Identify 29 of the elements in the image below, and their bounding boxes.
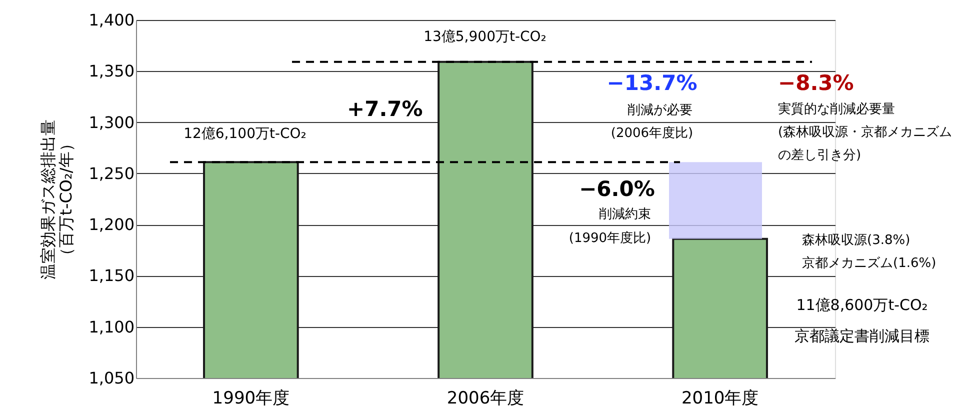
annotation: 実質的な削減必要量 (778, 101, 895, 117)
annotation: 11億8,600万t-CO₂ (796, 296, 928, 314)
annotation: 森林吸収源(3.8%) (802, 233, 910, 248)
annotation: −13.7% (606, 71, 698, 95)
annotation: (1990年度比) (568, 230, 652, 246)
y-tick-label: 1,400 (88, 10, 134, 30)
x-tick-label: 1990年度 (212, 388, 290, 408)
annotation: −8.3% (778, 71, 854, 95)
annotation: の差し引き分) (778, 148, 862, 163)
annotation: (森林吸収源・京都メカニズム (778, 125, 952, 140)
annotation: (2006年度比) (610, 125, 694, 141)
annotation: −6.0% (579, 177, 655, 201)
annotation: +7.7% (347, 97, 423, 121)
y-tick-label: 1,050 (88, 368, 134, 388)
y-axis-title: 温室効果ガス総排出量（百万t-CO₂/年） (38, 120, 76, 280)
annotation: 削減約束 (599, 207, 651, 222)
y-tick-label: 1,350 (88, 62, 134, 81)
x-tick-label: 2010年度 (681, 388, 759, 408)
y-tick-label: 1,300 (88, 112, 134, 132)
x-tick-label: 2006年度 (446, 388, 524, 408)
annotation: 12億6,100万t-CO₂ (184, 126, 306, 142)
annotation: 京都議定書削減目標 (794, 327, 930, 345)
annotation: 京都メカニズム(1.6%) (802, 256, 936, 271)
annotation: 削減が必要 (628, 103, 692, 118)
annotation: 13億5,900万t-CO₂ (424, 29, 546, 45)
y-tick-label: 1,150 (88, 266, 134, 286)
y-tick-label: 1,100 (88, 317, 134, 336)
y-tick-label: 1,200 (88, 215, 134, 234)
y-tick-label: 1,250 (88, 164, 134, 183)
